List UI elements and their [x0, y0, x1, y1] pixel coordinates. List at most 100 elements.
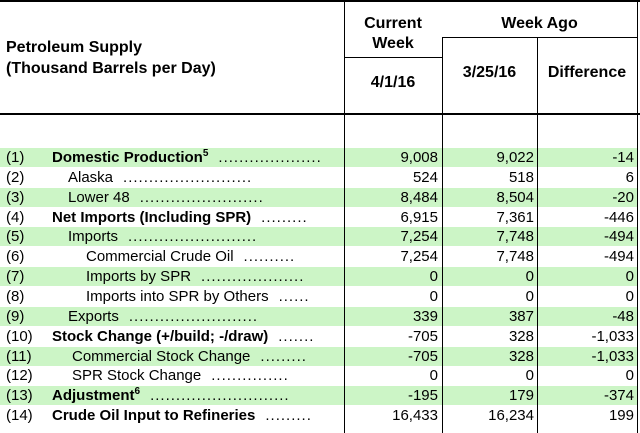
row-label: Commercial Stock Change	[72, 347, 250, 366]
row-number: (4)	[6, 208, 25, 226]
value-current: 524	[412, 168, 438, 186]
row-number: (5)	[6, 228, 25, 246]
value-prior: 518	[508, 168, 534, 186]
row-shading	[443, 148, 537, 167]
current-week-label-2: Week	[372, 35, 414, 52]
current-week-label: Current	[364, 15, 422, 32]
row-label-text: SPR Stock Change	[72, 367, 202, 385]
prior-date: 3/25/16	[462, 64, 517, 81]
row-shading	[538, 346, 637, 366]
row-label: SPR Stock Change	[72, 366, 201, 385]
value-diff: -48	[612, 307, 634, 325]
row-shading	[345, 306, 442, 326]
row-number: (12)	[6, 367, 33, 385]
leader-dots: .........	[265, 407, 312, 425]
table-title: Petroleum Supply	[6, 39, 143, 56]
column-divider	[442, 38, 443, 433]
value-prior: 0	[525, 287, 534, 305]
value-prior: 179	[508, 387, 534, 405]
row-shading	[345, 267, 442, 287]
table-row: (11) Commercial Stock Change......... -705…	[0, 346, 640, 367]
table-row: (7) Imports by SPR.................... 0 0 0	[0, 267, 640, 287]
table-row: (3) Lower 48........................ 8,484…	[0, 187, 640, 208]
value-diff: 6	[625, 168, 634, 186]
row-number: (10)	[6, 327, 33, 345]
row-shading	[345, 227, 442, 247]
row-label: Alaska	[68, 168, 113, 187]
value-current: -705	[407, 327, 438, 345]
difference-label: Difference	[547, 64, 627, 81]
row-shading	[443, 187, 537, 207]
row-shading	[538, 148, 637, 167]
week-ago-label: Week Ago	[501, 15, 578, 32]
table-row: (4) Net Imports (Including SPR)......... 6…	[0, 208, 640, 228]
table-row: (6) Commercial Crude Oil.......... 7,254 7,…	[0, 247, 640, 267]
table-row: (5) Imports......................... 7,254…	[0, 227, 640, 247]
table-subtitle: (Thousand Barrels per Day)	[6, 60, 216, 77]
value-prior: 7,361	[496, 208, 534, 226]
row-number: (1)	[6, 149, 25, 166]
value-diff: -20	[612, 188, 634, 206]
value-diff: -446	[603, 208, 634, 226]
column-divider	[344, 0, 345, 433]
leader-dots: ......	[278, 287, 310, 305]
table-row: (14) Crude Oil Input to Refineries.......…	[0, 406, 640, 426]
value-current: -705	[407, 347, 438, 365]
row-label: Domestic Production5	[52, 148, 208, 167]
row-shading	[538, 227, 637, 247]
value-prior: 0	[525, 268, 534, 286]
row-shading	[0, 148, 344, 167]
value-diff: -374	[603, 387, 634, 405]
row-label-text: Imports	[68, 228, 119, 246]
row-shading	[345, 148, 442, 167]
row-shading	[443, 386, 537, 406]
leader-dots: .........................	[123, 168, 253, 186]
table-row: (9) Exports......................... 339 38…	[0, 306, 640, 327]
row-shading	[345, 386, 442, 406]
leader-dots: ........................	[139, 188, 264, 206]
value-current: 6,915	[400, 208, 438, 226]
row-label: Net Imports (Including SPR)	[52, 208, 251, 227]
row-label: Imports into SPR by Others	[86, 287, 269, 306]
top-border	[0, 0, 640, 2]
current-date: 4/1/16	[370, 74, 416, 91]
value-prior: 9,022	[496, 149, 534, 166]
value-prior: 8,504	[496, 188, 534, 206]
row-label-text: Domestic Production	[52, 149, 203, 166]
row-label: Imports by SPR	[86, 267, 191, 286]
value-current: 0	[429, 268, 438, 286]
row-label-text: Stock Change (+/build; -/draw)	[52, 327, 269, 345]
leader-dots: ..........	[243, 248, 296, 266]
row-shading	[0, 386, 344, 406]
row-label-text: Commercial Stock Change	[72, 347, 251, 365]
row-shading	[345, 187, 442, 207]
value-diff: 0	[625, 268, 634, 286]
row-shading	[443, 346, 537, 366]
row-shading	[0, 187, 344, 207]
value-prior: 387	[508, 307, 534, 325]
value-current: 8,484	[400, 188, 438, 206]
row-shading	[443, 267, 537, 287]
row-label-text: Imports by SPR	[86, 268, 192, 286]
table-row: (12) SPR Stock Change............... 0 0 0	[0, 366, 640, 386]
value-current: 0	[429, 367, 438, 385]
value-current: 9,008	[400, 149, 438, 166]
leader-dots: .........................	[128, 307, 259, 325]
column-divider	[637, 0, 638, 433]
row-label: Adjustment6	[52, 386, 140, 405]
value-diff: -14	[612, 149, 634, 166]
row-label-text: Crude Oil Input to Refineries	[52, 407, 256, 425]
row-shading	[538, 386, 637, 406]
header-bottom-border	[0, 113, 640, 115]
table-row: (1) Domestic Production5.................…	[0, 148, 640, 168]
value-prior: 328	[508, 327, 534, 345]
table-row: (10) Stock Change (+/build; -/draw)......…	[0, 327, 640, 347]
leader-dots: .........................	[128, 228, 258, 246]
table-row: (8) Imports into SPR by Others...... 0 0 0	[0, 287, 640, 307]
row-label-text: Adjustment	[52, 387, 135, 405]
leader-dots: .......	[278, 327, 315, 345]
value-current: -195	[407, 387, 438, 405]
row-label-text: Net Imports (Including SPR)	[52, 208, 252, 226]
row-label: Commercial Crude Oil	[86, 247, 234, 266]
value-diff: -1,033	[591, 347, 634, 365]
